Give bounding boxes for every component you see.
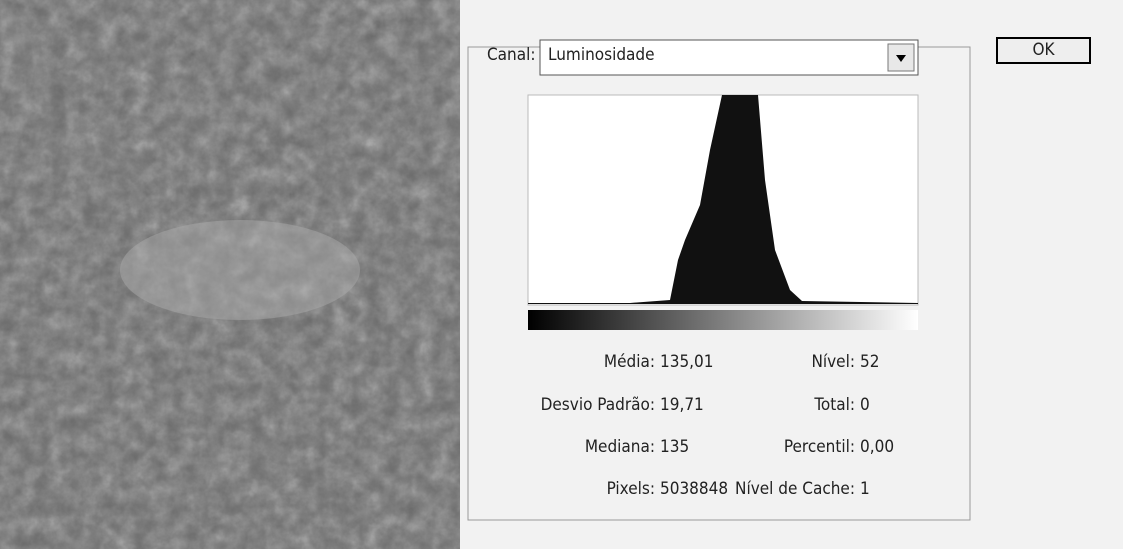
stat-value: 0 xyxy=(860,395,870,415)
gradient-bar xyxy=(528,310,918,330)
stat-label: Nível de Cache: xyxy=(558,479,855,499)
channel-label: Canal: xyxy=(487,45,536,65)
stat-label: Total: xyxy=(558,395,855,415)
screen: Canal: Luminosidade OK Média:135,01Desvi… xyxy=(0,0,1123,549)
stat-value: 1 xyxy=(860,479,870,499)
dialog-frame xyxy=(460,0,1123,549)
stat-label: Percentil: xyxy=(558,437,855,457)
channel-value[interactable]: Luminosidade xyxy=(548,45,655,65)
ok-label[interactable]: OK xyxy=(997,40,1090,60)
stat-value: 0,00 xyxy=(860,437,894,457)
stat-label: Nível: xyxy=(558,352,855,372)
photo xyxy=(0,0,460,549)
stat-value: 52 xyxy=(860,352,879,372)
